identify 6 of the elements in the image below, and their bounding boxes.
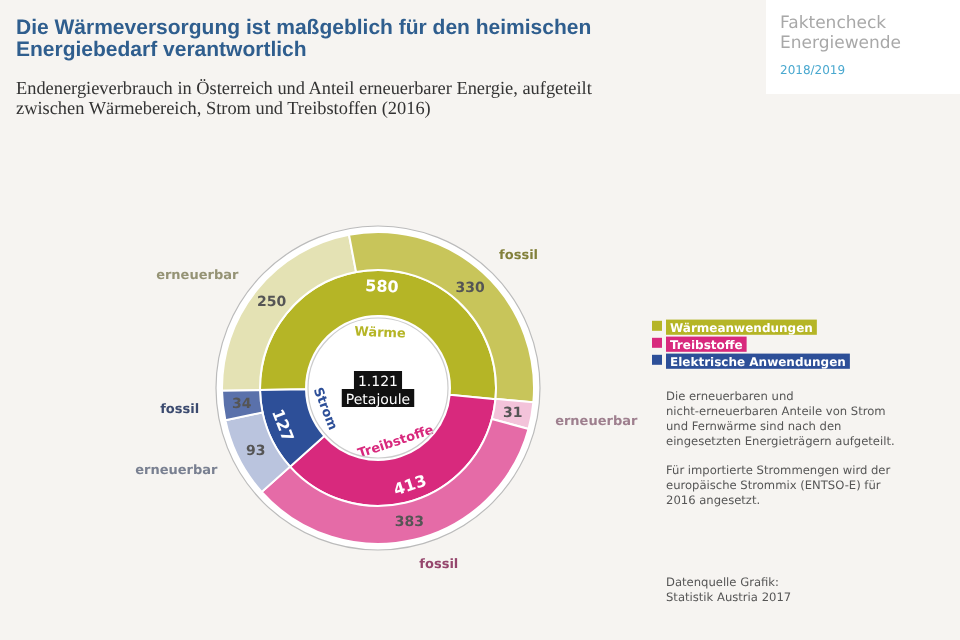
text: Faktencheck Energiewende xyxy=(780,14,902,54)
data-label: 413 xyxy=(391,471,429,500)
chart-subtitle: Endenergieverbrauch in Österreich und Anteil erneuerbarer Energie, aufgeteilt zwischen Wärmebereich, Strom und Treibstoffen (2016) xyxy=(16,78,593,118)
chart-title: Die Wärmeversorgung ist maßgeblich für den heimischen Energiebedarf verantwortlich xyxy=(16,16,592,62)
data-label: 127 xyxy=(268,406,297,445)
data-label: 580 xyxy=(364,277,400,297)
